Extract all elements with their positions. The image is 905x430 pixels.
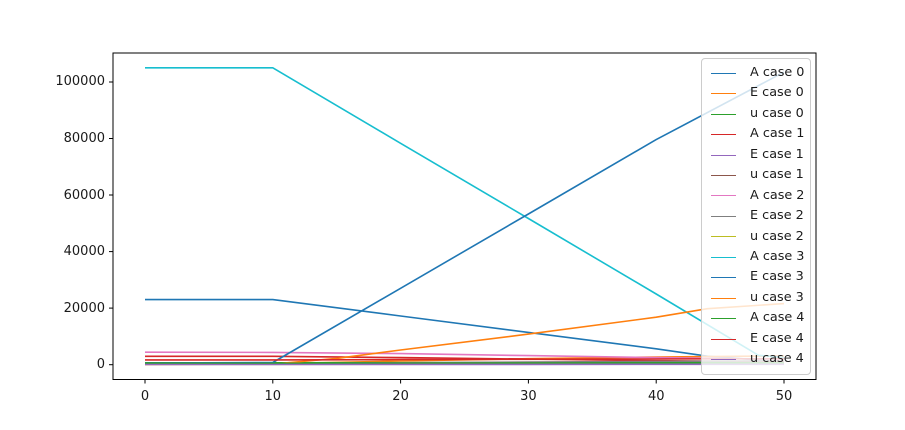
legend-line-sample <box>711 154 736 156</box>
legend-item: u case 1 <box>702 165 810 185</box>
legend-line-sample <box>711 215 736 217</box>
legend-line-sample <box>711 174 736 176</box>
legend-label: u case 4 <box>750 351 804 367</box>
legend-item: A case 4 <box>702 309 810 329</box>
legend-item: u case 0 <box>702 104 810 124</box>
x-tick-label: 40 <box>647 388 665 404</box>
legend-label: E case 0 <box>750 85 804 101</box>
series-line-E-case-3 <box>144 71 785 364</box>
y-tick-label: 80000 <box>63 131 105 146</box>
legend-label: u case 2 <box>750 228 804 244</box>
legend-line-sample <box>711 338 736 340</box>
legend-item: E case 4 <box>702 329 810 349</box>
legend-label: A case 3 <box>750 248 805 264</box>
legend-label: A case 0 <box>750 64 805 80</box>
y-tick-label: 40000 <box>63 244 105 260</box>
series-line-A-case-4 <box>145 361 785 365</box>
legend-line-sample <box>711 277 736 279</box>
legend-item: u case 4 <box>702 350 810 370</box>
x-tick-label: 10 <box>264 388 282 404</box>
legend-label: u case 3 <box>750 289 804 305</box>
legend-line-sample <box>711 113 736 115</box>
x-tick-label: 30 <box>520 388 537 404</box>
legend-line-sample <box>711 236 736 238</box>
legend-item: A case 2 <box>702 186 810 206</box>
legend-item: u case 2 <box>702 227 810 247</box>
y-tick-label: 0 <box>96 357 105 373</box>
legend-item: u case 3 <box>702 288 810 308</box>
series-line-A-case-2 <box>144 351 785 361</box>
legend-item: E case 1 <box>702 145 810 165</box>
legend-line-sample <box>711 297 736 299</box>
x-tick-label: 20 <box>392 388 409 404</box>
legend-label: u case 0 <box>750 105 804 121</box>
legend: A case 0 E case 0 u case 0 A case 1 E case 1… <box>701 58 811 375</box>
legend-label: E case 3 <box>750 269 804 285</box>
y-tick-label: 60000 <box>63 187 105 203</box>
x-tick-label: 0 <box>140 388 150 404</box>
x-tick-label: 50 <box>775 388 793 404</box>
plot-frame <box>112 52 817 380</box>
legend-label: E case 2 <box>750 208 804 224</box>
y-tick-label: 20000 <box>63 300 105 316</box>
legend-label: E case 4 <box>750 330 804 346</box>
legend-line-sample <box>711 318 736 320</box>
series-line-A-case-3 <box>145 67 785 359</box>
y-tick-label: 100000 <box>55 74 105 90</box>
legend-item: A case 1 <box>702 124 810 144</box>
legend-line-sample <box>711 72 736 74</box>
legend-line-sample <box>711 359 736 361</box>
legend-item: E case 3 <box>702 268 810 288</box>
legend-item: E case 2 <box>702 206 810 226</box>
legend-label: u case 1 <box>750 167 804 183</box>
legend-item: A case 3 <box>702 247 810 267</box>
legend-label: A case 1 <box>750 126 805 142</box>
legend-line-sample <box>711 134 736 136</box>
legend-line-sample <box>711 195 736 197</box>
legend-line-sample <box>711 93 736 95</box>
legend-item: E case 0 <box>702 83 810 103</box>
legend-label: A case 2 <box>750 187 805 203</box>
legend-label: E case 1 <box>750 146 804 162</box>
legend-line-sample <box>711 256 736 258</box>
legend-item: A case 0 <box>702 63 810 83</box>
series-line-E-case-4 <box>145 357 785 361</box>
legend-label: A case 4 <box>750 310 805 326</box>
